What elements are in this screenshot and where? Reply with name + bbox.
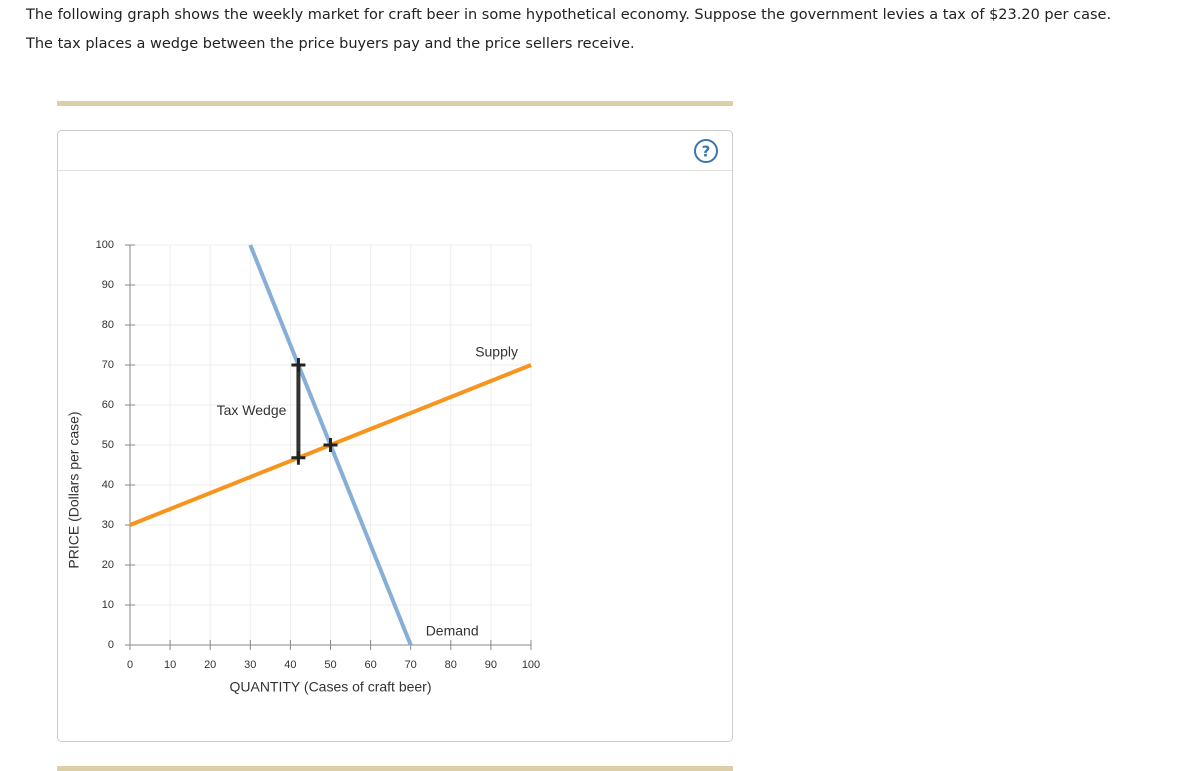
graph-panel [57, 130, 733, 742]
divider [57, 101, 733, 106]
y-tick-label: 30 [102, 519, 114, 531]
y-tick-label: 90 [102, 279, 114, 291]
y-tick-label: 20 [102, 559, 114, 571]
y-axis-label: PRICE (Dollars per case) [66, 411, 82, 568]
x-tick-label: 30 [244, 659, 256, 671]
divider [57, 766, 733, 771]
x-tick-label: 80 [445, 659, 457, 671]
y-tick-label: 80 [102, 319, 114, 331]
y-tick-label: 40 [102, 479, 114, 491]
x-tick-label: 20 [204, 659, 216, 671]
x-tick-label: 70 [405, 659, 417, 671]
demand-label: Demand [426, 623, 479, 639]
y-tick-label: 50 [102, 439, 114, 451]
point-marker [323, 438, 338, 452]
plus [291, 450, 306, 465]
y-tick-label: 100 [96, 239, 114, 251]
x-tick-label: 100 [522, 659, 540, 671]
y-tick-label: 10 [102, 599, 114, 611]
help-button[interactable] [694, 139, 718, 163]
x-tick-label: 50 [324, 659, 336, 671]
help-icon[interactable]: ? [702, 143, 711, 161]
prompt-line: The following graph shows the weekly mar… [25, 7, 1111, 23]
y-tick-label: 0 [108, 639, 114, 651]
x-tick-label: 10 [164, 659, 176, 671]
point-marker [291, 450, 306, 465]
plot: 0 10 20 30 40 50 60 70 80 90 100 0 10 20 30 40 50 60 70 80 9… [66, 239, 540, 695]
y-tick-label: 60 [102, 399, 114, 411]
plus [291, 358, 306, 372]
tax-wedge-label: Tax Wedge [217, 402, 287, 418]
point-marker [291, 358, 306, 372]
plus [323, 438, 338, 452]
x-tick-label: 40 [284, 659, 296, 671]
y-tick-label: 70 [102, 359, 114, 371]
x-axis-label: QUANTITY (Cases of craft beer) [229, 679, 431, 695]
prompt-line: The tax places a wedge between the price… [25, 36, 635, 52]
x-tick-label: 60 [364, 659, 376, 671]
x-tick-label: 90 [485, 659, 497, 671]
supply-label: Supply [475, 344, 518, 360]
x-tick-label: 0 [127, 659, 133, 671]
